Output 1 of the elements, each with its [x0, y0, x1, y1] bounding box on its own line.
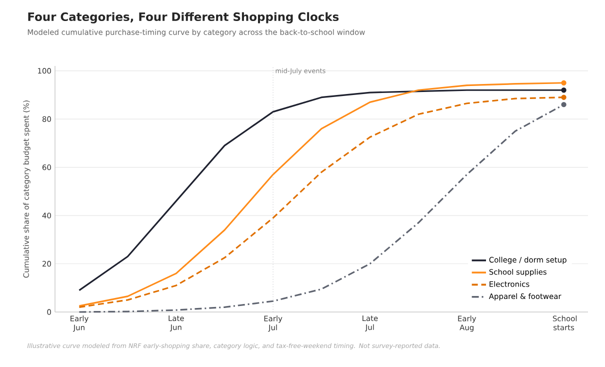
- chart-title: Four Categories, Four Different Shopping Clocks: [28, 12, 339, 24]
